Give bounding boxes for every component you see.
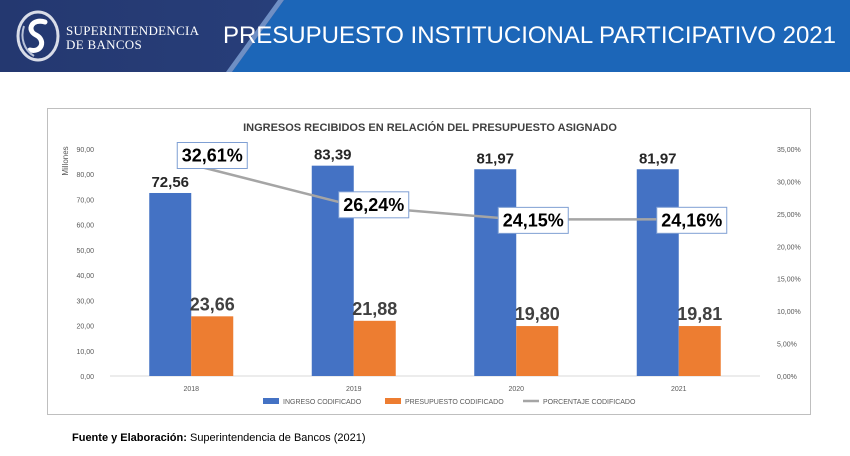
y-tick-label: 90,00 <box>76 147 94 154</box>
y2-tick-label: 5,00% <box>777 342 797 349</box>
line-label-box <box>656 206 728 234</box>
x-tick-label: 2021 <box>671 386 687 393</box>
x-tick-label: 2020 <box>508 386 524 393</box>
line-label-box <box>176 142 248 170</box>
legend-label: PRESUPUESTO CODIFICADO <box>405 399 504 406</box>
header-background <box>0 0 850 72</box>
header-banner: SUPERINTENDENCIA DE BANCOS PRESUPUESTO I… <box>0 0 850 72</box>
y2-tick-label: 30,00% <box>777 179 801 186</box>
bar-presupuesto <box>191 316 234 376</box>
y-tick-label: 0,00 <box>80 374 94 381</box>
source-text: Superintendencia de Bancos (2021) <box>186 432 366 444</box>
bar-data-label: 72,56 <box>151 174 189 191</box>
bar-ingreso <box>149 192 192 376</box>
bar-presupuesto <box>516 326 559 376</box>
legend-swatch <box>385 398 401 404</box>
bar-data-label: 81,97 <box>476 150 514 167</box>
legend-swatch <box>263 398 279 404</box>
y-tick-label: 20,00 <box>76 324 94 331</box>
y-tick-label: 60,00 <box>76 223 94 230</box>
page-title: PRESUPUESTO INSTITUCIONAL PARTICIPATIVO … <box>222 22 836 49</box>
chart-title: INGRESOS RECIBIDOS EN RELACIÓN DEL PRESU… <box>243 121 617 134</box>
y-tick-label: 70,00 <box>76 197 94 204</box>
y2-tick-label: 0,00% <box>777 374 797 381</box>
bar-ingreso <box>474 169 517 376</box>
y-tick-label: 80,00 <box>76 172 94 179</box>
legend-label: INGRESO CODIFICADO <box>283 399 362 406</box>
source-note: Fuente y Elaboración: Superintendencia d… <box>72 432 366 444</box>
source-label: Fuente y Elaboración: <box>72 432 187 444</box>
brand-name-line2: DE BANCOS <box>66 37 143 52</box>
y2-tick-label: 35,00% <box>777 147 801 154</box>
bar-data-label: 19,80 <box>515 304 560 324</box>
bar-data-label: 81,97 <box>639 150 677 167</box>
bar-presupuesto <box>353 320 396 376</box>
x-tick-label: 2019 <box>346 386 362 393</box>
line-data-label: 24,15% <box>503 210 564 230</box>
bar-ingreso <box>636 169 679 376</box>
bar-data-label: 23,66 <box>190 294 235 314</box>
y2-tick-label: 10,00% <box>777 309 801 316</box>
y2-tick-label: 20,00% <box>777 244 801 251</box>
y2-tick-label: 25,00% <box>777 212 801 219</box>
header-bg-stripe <box>226 0 284 72</box>
x-tick-label: 2018 <box>183 386 199 393</box>
bar-data-label: 83,39 <box>314 147 352 164</box>
line-data-label: 32,61% <box>182 146 243 166</box>
line-data-label: 26,24% <box>343 195 404 215</box>
bar-presupuesto <box>678 326 721 376</box>
bar-line-chart: INGRESOS RECIBIDOS EN RELACIÓN DEL PRESU… <box>61 121 801 406</box>
line-label-box <box>497 206 569 234</box>
y-axis-label: Millones <box>61 146 70 175</box>
bar-data-label: 19,81 <box>677 304 722 324</box>
chart-container: INGRESOS RECIBIDOS EN RELACIÓN DEL PRESU… <box>47 108 811 415</box>
line-label-box <box>338 191 410 219</box>
y-tick-label: 50,00 <box>76 248 94 255</box>
y-tick-label: 30,00 <box>76 298 94 305</box>
y-tick-label: 10,00 <box>76 349 94 356</box>
legend-label: PORCENTAJE CODIFICADO <box>543 399 636 406</box>
line-data-label: 24,16% <box>661 210 722 230</box>
brand-name-line1: SUPERINTENDENCIA <box>66 23 200 38</box>
bar-data-label: 21,88 <box>352 299 397 319</box>
header-bg-accent <box>232 0 850 72</box>
line-porcentaje <box>190 163 679 221</box>
y-tick-label: 40,00 <box>76 273 94 280</box>
y2-tick-label: 15,00% <box>777 277 801 284</box>
superintendencia-logo-icon <box>16 10 60 62</box>
